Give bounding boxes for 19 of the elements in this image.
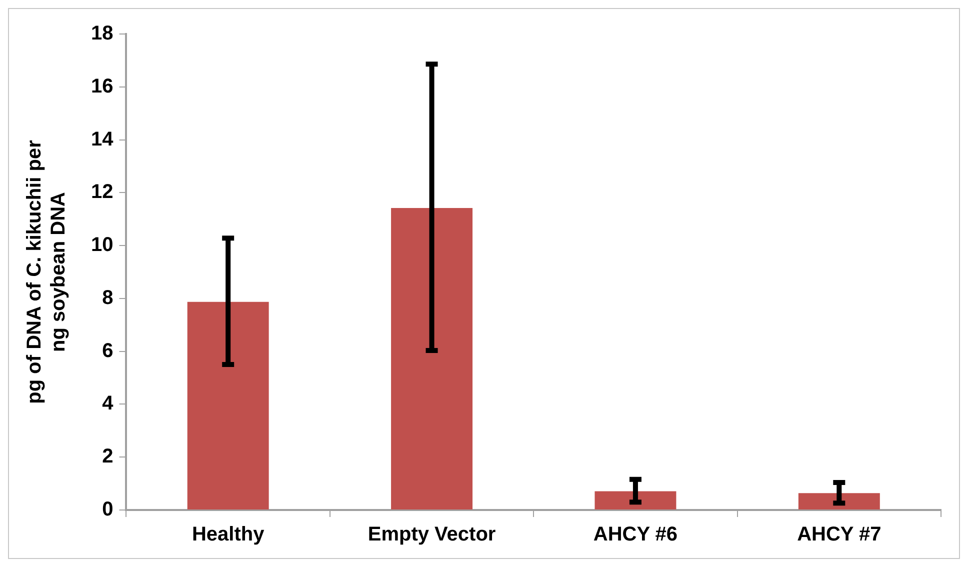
bar: [187, 302, 269, 510]
x-tick-label: AHCY #6: [593, 524, 678, 546]
y-tick-label: 0: [102, 498, 114, 521]
bar: [594, 491, 676, 510]
y-tick-label: 14: [90, 128, 114, 150]
x-tick-label: Healthy: [192, 524, 266, 546]
y-tick-label: 2: [102, 446, 114, 468]
y-tick-label: 8: [102, 286, 114, 309]
bar: [798, 493, 880, 510]
y-axis-title: pg of DNA of C. kikuchii per ng soybean DNA: [24, 140, 70, 404]
x-tick-label: Empty Vector: [368, 524, 496, 546]
y-tick-label: 6: [102, 340, 114, 362]
y-tick-label: 12: [90, 181, 114, 204]
bar: [391, 208, 473, 510]
y-tick-label: 16: [90, 75, 114, 98]
y-tick-label: 18: [90, 22, 114, 45]
y-tick-label: 4: [102, 392, 114, 415]
x-tick-label: AHCY #7: [797, 524, 882, 546]
y-tick-label: 10: [90, 234, 114, 256]
